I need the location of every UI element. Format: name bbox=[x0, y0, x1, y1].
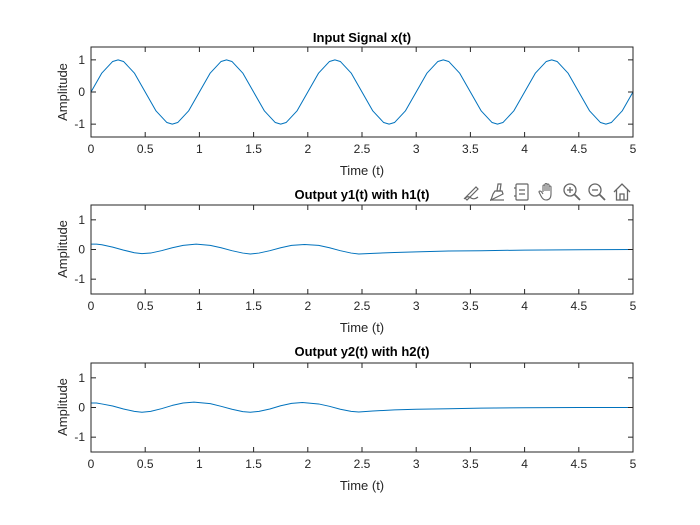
x-tick-label: 4 bbox=[521, 142, 528, 156]
axes-title-3: Output y2(t) with h2(t) bbox=[294, 344, 429, 359]
y-tick-label: -1 bbox=[74, 117, 85, 131]
x-tick-label: 4 bbox=[521, 299, 528, 313]
zoom-in-button[interactable] bbox=[561, 182, 583, 202]
ticks-3: 0 0.5 1 1.5 2 2.5 3 3.5 4 4.5 5-101 bbox=[74, 363, 637, 471]
pan-hand-icon bbox=[538, 182, 552, 201]
x-tick-label: 1 bbox=[196, 457, 203, 471]
brush-button[interactable] bbox=[486, 182, 508, 202]
y-tick-label: -1 bbox=[74, 430, 85, 444]
y-tick-label: 1 bbox=[78, 53, 85, 67]
series-line-1-1 bbox=[90, 59, 634, 125]
y-tick-label: 0 bbox=[78, 401, 85, 415]
edit-plot-button[interactable] bbox=[461, 182, 483, 202]
y-tick-label: 0 bbox=[78, 85, 85, 99]
x-axis-label-3: Time (t) bbox=[340, 478, 384, 493]
series-line-3-1 bbox=[91, 401, 633, 413]
zoom-out-button[interactable] bbox=[586, 182, 608, 202]
brush-icon bbox=[489, 183, 504, 202]
subplot-input-signal: 0 0.5 1 1.5 2 2.5 3 3.5 4 4.5 5-101 Input Signal x… bbox=[55, 30, 637, 178]
x-tick-label: 3.5 bbox=[462, 457, 479, 471]
y-axis-label-2: Amplitude bbox=[55, 220, 70, 278]
y-tick-label: 1 bbox=[78, 213, 85, 227]
x-tick-label: 3 bbox=[413, 142, 420, 156]
y-tick-label: 0 bbox=[78, 243, 85, 257]
axes-toolbar bbox=[461, 182, 633, 202]
axes-title-2: Output y1(t) with h1(t) bbox=[294, 187, 429, 202]
subplot-output-y2: 0 0.5 1 1.5 2 2.5 3 3.5 4 4.5 5-101 Output y2(t) w… bbox=[55, 344, 637, 493]
x-tick-label: 1 bbox=[196, 299, 203, 313]
x-tick-label: 3 bbox=[413, 457, 420, 471]
x-tick-label: 3.5 bbox=[462, 142, 479, 156]
data-tips-button[interactable] bbox=[511, 182, 533, 202]
restore-view-button[interactable] bbox=[611, 182, 633, 202]
x-tick-label: 1.5 bbox=[245, 457, 262, 471]
pan-button[interactable] bbox=[536, 182, 558, 202]
x-tick-label: 5 bbox=[630, 299, 637, 313]
subplot-output-y1: 0 0.5 1 1.5 2 2.5 3 3.5 4 4.5 5-101 Output y1(t) w… bbox=[55, 187, 637, 335]
x-tick-label: 3 bbox=[413, 299, 420, 313]
y-axis-label-1: Amplitude bbox=[55, 63, 70, 121]
axes-title-1: Input Signal x(t) bbox=[313, 30, 411, 45]
x-tick-label: 0.5 bbox=[137, 299, 154, 313]
x-tick-label: 2 bbox=[304, 142, 311, 156]
x-tick-label: 0 bbox=[88, 299, 95, 313]
data-tips-icon bbox=[514, 183, 529, 201]
x-tick-label: 2 bbox=[304, 457, 311, 471]
x-tick-label: 1 bbox=[196, 142, 203, 156]
x-tick-label: 2.5 bbox=[354, 457, 371, 471]
x-tick-label: 5 bbox=[630, 142, 637, 156]
home-restore-icon bbox=[613, 183, 631, 201]
x-tick-label: 4 bbox=[521, 457, 528, 471]
x-tick-label: 4.5 bbox=[570, 457, 587, 471]
x-tick-label: 0 bbox=[88, 457, 95, 471]
x-tick-label: 4.5 bbox=[570, 142, 587, 156]
ticks-1: 0 0.5 1 1.5 2 2.5 3 3.5 4 4.5 5-101 bbox=[74, 47, 637, 156]
x-axis-label-1: Time (t) bbox=[340, 163, 384, 178]
edit-plot-icon bbox=[463, 186, 479, 201]
y-tick-label: 1 bbox=[78, 371, 85, 385]
x-tick-label: 0.5 bbox=[137, 142, 154, 156]
x-tick-label: 2.5 bbox=[354, 299, 371, 313]
x-tick-label: 1.5 bbox=[245, 299, 262, 313]
ticks-2: 0 0.5 1 1.5 2 2.5 3 3.5 4 4.5 5-101 bbox=[74, 205, 637, 313]
x-axis-label-2: Time (t) bbox=[340, 320, 384, 335]
x-tick-label: 0 bbox=[88, 142, 95, 156]
series-layer-1 bbox=[90, 59, 634, 125]
x-tick-label: 1.5 bbox=[245, 142, 262, 156]
zoom-in-icon bbox=[563, 183, 581, 201]
x-tick-label: 0.5 bbox=[137, 457, 154, 471]
y-tick-label: -1 bbox=[74, 272, 85, 286]
x-tick-label: 2.5 bbox=[354, 142, 371, 156]
zoom-out-icon bbox=[588, 183, 606, 201]
x-tick-label: 4.5 bbox=[570, 299, 587, 313]
series-layer-2 bbox=[91, 243, 634, 255]
y-axis-label-3: Amplitude bbox=[55, 378, 70, 436]
series-line-2-1 bbox=[91, 243, 634, 255]
x-tick-label: 2 bbox=[304, 299, 311, 313]
x-tick-label: 5 bbox=[630, 457, 637, 471]
series-layer-3 bbox=[91, 401, 633, 413]
x-tick-label: 3.5 bbox=[462, 299, 479, 313]
